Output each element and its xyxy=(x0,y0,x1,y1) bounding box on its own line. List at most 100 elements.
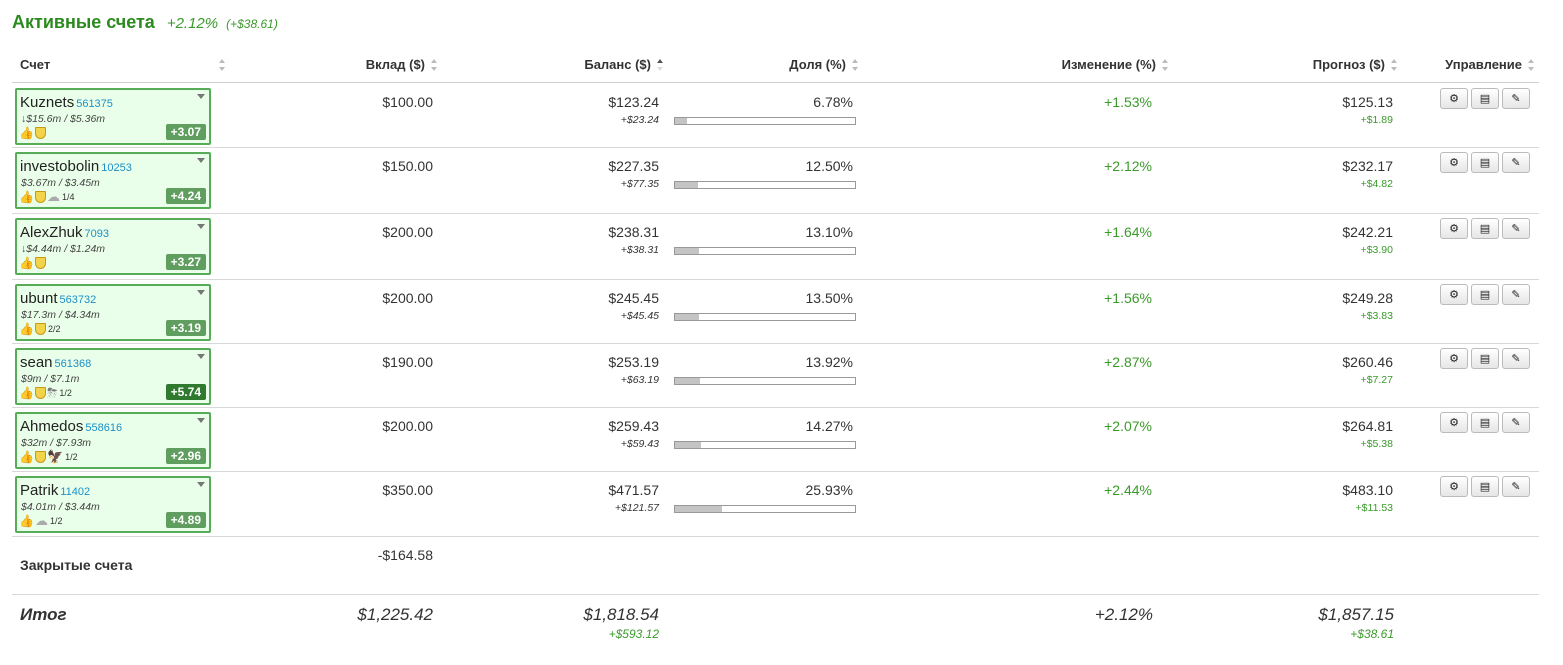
details-button[interactable]: ▤ xyxy=(1471,218,1499,239)
edit-button[interactable]: ✎ xyxy=(1502,218,1530,239)
details-button[interactable]: ▤ xyxy=(1471,348,1499,369)
settings-button[interactable]: ⚙ xyxy=(1440,284,1468,305)
total-row: Итог $1,225.42 $1,818.54 +$593.12 +2.12%… xyxy=(12,595,1539,655)
details-button[interactable]: ▤ xyxy=(1471,412,1499,433)
account-id[interactable]: 561368 xyxy=(54,358,92,370)
chevron-down-icon[interactable] xyxy=(197,224,205,229)
edit-button[interactable]: ✎ xyxy=(1502,152,1530,173)
account-id[interactable]: 558616 xyxy=(85,422,123,434)
balance-value: $238.31 xyxy=(608,224,659,240)
account-name[interactable]: Patrik 11402 xyxy=(20,482,90,499)
account-card[interactable]: Kuznets 561375 ↓$15.6m / $5.36m 👍 +3.07 xyxy=(15,88,211,145)
shield-icon xyxy=(34,451,46,463)
account-card[interactable]: sean 561368 $9m / $7.1m 👍 ⛈ 1/2 +5.74 xyxy=(15,348,211,405)
account-id[interactable]: 11402 xyxy=(60,486,91,498)
account-id[interactable]: 10253 xyxy=(101,162,132,174)
chevron-down-icon[interactable] xyxy=(197,158,205,163)
thumbs-up-icon: 👍 xyxy=(19,190,34,204)
column-controls[interactable]: Управление xyxy=(1445,57,1535,72)
account-id[interactable]: 7093 xyxy=(84,228,110,240)
pencil-icon: ✎ xyxy=(1511,157,1521,169)
account-stats: ↓$4.44m / $1.24m xyxy=(21,243,106,255)
account-card[interactable]: AlexZhuk 7093 ↓$4.44m / $1.24m 👍 +3.27 xyxy=(15,218,211,275)
details-button[interactable]: ▤ xyxy=(1471,476,1499,497)
account-name[interactable]: Ahmedos 558616 xyxy=(20,418,122,435)
balance-value: $123.24 xyxy=(608,94,659,110)
account-badges: 👍 🦅 1/2 xyxy=(19,450,78,463)
chevron-down-icon[interactable] xyxy=(197,354,205,359)
score-badge: +5.74 xyxy=(165,384,206,400)
closed-accounts-label[interactable]: Закрытые счета xyxy=(20,557,133,573)
column-account[interactable]: Счет xyxy=(20,57,226,72)
sort-icon[interactable] xyxy=(1391,58,1398,71)
account-card[interactable]: Ahmedos 558616 $32m / $7.93m 👍 🦅 1/2 +2.96 xyxy=(15,412,211,469)
sort-icon[interactable] xyxy=(1162,58,1169,71)
share-bar-fill xyxy=(675,118,688,124)
chevron-down-icon[interactable] xyxy=(197,482,205,487)
share-bar xyxy=(674,117,856,125)
rating-fraction: 2/2 xyxy=(47,324,61,334)
settings-button[interactable]: ⚙ xyxy=(1440,348,1468,369)
account-id[interactable]: 561375 xyxy=(76,98,113,110)
details-button[interactable]: ▤ xyxy=(1471,152,1499,173)
settings-button[interactable]: ⚙ xyxy=(1440,412,1468,433)
share-bar-fill xyxy=(675,182,698,188)
sort-active-icon[interactable] xyxy=(657,58,664,71)
details-button[interactable]: ▤ xyxy=(1471,284,1499,305)
column-share[interactable]: Доля (%) xyxy=(789,57,859,72)
deposit-value: $190.00 xyxy=(382,354,433,370)
forecast-delta: +$1.89 xyxy=(1360,114,1393,126)
total-forecast-delta: +$38.61 xyxy=(1350,627,1394,641)
list-icon: ▤ xyxy=(1479,223,1491,235)
settings-button[interactable]: ⚙ xyxy=(1440,476,1468,497)
column-change[interactable]: Изменение (%) xyxy=(1062,57,1169,72)
column-balance[interactable]: Баланс ($) xyxy=(584,57,664,72)
account-name[interactable]: AlexZhuk 7093 xyxy=(20,224,109,241)
column-deposit[interactable]: Вклад ($) xyxy=(366,57,438,72)
balance-value: $245.45 xyxy=(608,290,659,306)
account-name[interactable]: sean 561368 xyxy=(20,354,91,371)
sort-icon[interactable] xyxy=(431,58,438,71)
edit-button[interactable]: ✎ xyxy=(1502,412,1530,433)
account-id[interactable]: 563732 xyxy=(59,294,97,306)
account-name[interactable]: ubunt 563732 xyxy=(20,290,96,307)
account-name[interactable]: Kuznets 561375 xyxy=(20,94,113,111)
deposit-value: $350.00 xyxy=(382,482,433,498)
chevron-down-icon[interactable] xyxy=(197,290,205,295)
chevron-down-icon[interactable] xyxy=(197,94,205,99)
gear-icon: ⚙ xyxy=(1449,353,1459,365)
settings-button[interactable]: ⚙ xyxy=(1440,88,1468,109)
total-change-percent: +2.12% xyxy=(166,15,219,32)
share-bar xyxy=(674,505,856,513)
settings-button[interactable]: ⚙ xyxy=(1440,218,1468,239)
chevron-down-icon[interactable] xyxy=(197,418,205,423)
settings-button[interactable]: ⚙ xyxy=(1440,152,1468,173)
column-forecast[interactable]: Прогноз ($) xyxy=(1313,57,1398,72)
score-badge: +3.07 xyxy=(165,124,206,140)
sort-icon[interactable] xyxy=(1528,58,1535,71)
details-button[interactable]: ▤ xyxy=(1471,88,1499,109)
shield-icon xyxy=(34,323,46,335)
edit-button[interactable]: ✎ xyxy=(1502,476,1530,497)
edit-button[interactable]: ✎ xyxy=(1502,284,1530,305)
sort-icon[interactable] xyxy=(219,58,226,71)
account-name[interactable]: investobolin 10253 xyxy=(20,158,132,175)
deposit-value: $100.00 xyxy=(382,94,433,110)
edit-button[interactable]: ✎ xyxy=(1502,88,1530,109)
table-row: investobolin 10253 $3.67m / $3.45m 👍 ☁ 1/4 … xyxy=(12,147,1539,214)
edit-button[interactable]: ✎ xyxy=(1502,348,1530,369)
account-card[interactable]: Patrik 11402 $4.01m / $3.44m 👍 ☁ 1/2 +4.89 xyxy=(15,476,211,533)
gear-icon: ⚙ xyxy=(1449,417,1459,429)
account-card[interactable]: investobolin 10253 $3.67m / $3.45m 👍 ☁ 1/4 … xyxy=(15,152,211,209)
storm-cloud-icon: ⛈ xyxy=(46,385,58,400)
account-card[interactable]: ubunt 563732 $17.3m / $4.34m 👍 2/2 +3.19 xyxy=(15,284,211,341)
rating-fraction: 1/4 xyxy=(61,192,75,202)
forecast-value: $125.13 xyxy=(1342,94,1393,110)
page-title: Активные счета xyxy=(12,12,155,32)
balance-delta: +$63.19 xyxy=(620,374,659,386)
sort-icon[interactable] xyxy=(852,58,859,71)
forecast-value: $242.21 xyxy=(1342,224,1393,240)
pencil-icon: ✎ xyxy=(1511,289,1521,301)
account-name-label: sean xyxy=(20,354,53,371)
share-bar xyxy=(674,377,856,385)
